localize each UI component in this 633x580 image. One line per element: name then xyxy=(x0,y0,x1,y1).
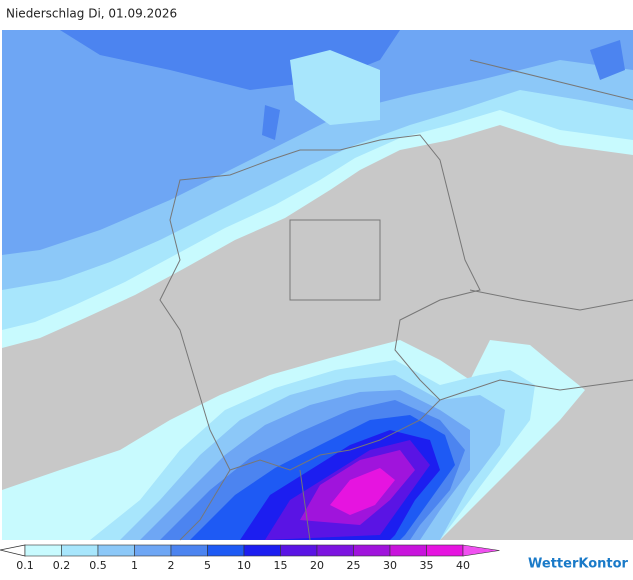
legend-tick-label: 1 xyxy=(131,559,138,572)
legend-tick-label: 40 xyxy=(456,559,470,572)
border xyxy=(179,59,633,541)
legend-arrow xyxy=(0,544,26,557)
map-title: Niederschlag Di, 01.09.2026 xyxy=(6,7,177,21)
legend-swatch xyxy=(97,544,135,557)
legend-arrow xyxy=(462,544,500,557)
precip-north-5 xyxy=(60,30,625,140)
legend-swatch xyxy=(316,544,354,557)
brand: WetterKontor xyxy=(528,557,629,572)
legend-swatch xyxy=(61,544,99,557)
legend-swatch xyxy=(280,544,318,557)
legend-swatch xyxy=(426,544,464,557)
precip-north-4 xyxy=(2,30,633,255)
legend-swatch xyxy=(353,544,391,557)
legend-tick-label: 0.5 xyxy=(89,559,107,572)
legend-tick-label: 0.2 xyxy=(53,559,71,572)
map xyxy=(2,30,633,541)
legend-swatch xyxy=(170,544,208,557)
legend: 0.1 0.2 0.5 1 2 5 10 15 20 25 30 35 40 xyxy=(0,544,500,572)
legend-swatch xyxy=(134,544,172,557)
legend-tick-label: 0.1 xyxy=(16,559,34,572)
legend-swatch xyxy=(24,544,62,557)
legend-tick-label: 25 xyxy=(347,559,361,572)
legend-tick-label: 35 xyxy=(420,559,434,572)
border xyxy=(159,134,481,471)
legend-tick-label: 5 xyxy=(204,559,211,572)
legend-tick-label: 15 xyxy=(274,559,288,572)
legend-swatch xyxy=(207,544,245,557)
precip-south-10 xyxy=(330,468,395,515)
precip-north-light-patch xyxy=(290,50,380,125)
legend-tick-label: 2 xyxy=(168,559,175,572)
legend-tick-label: 30 xyxy=(383,559,397,572)
legend-swatch xyxy=(389,544,427,557)
legend-tick-label: 10 xyxy=(237,559,251,572)
legend-tick-label: 20 xyxy=(310,559,324,572)
legend-swatch xyxy=(243,544,281,557)
